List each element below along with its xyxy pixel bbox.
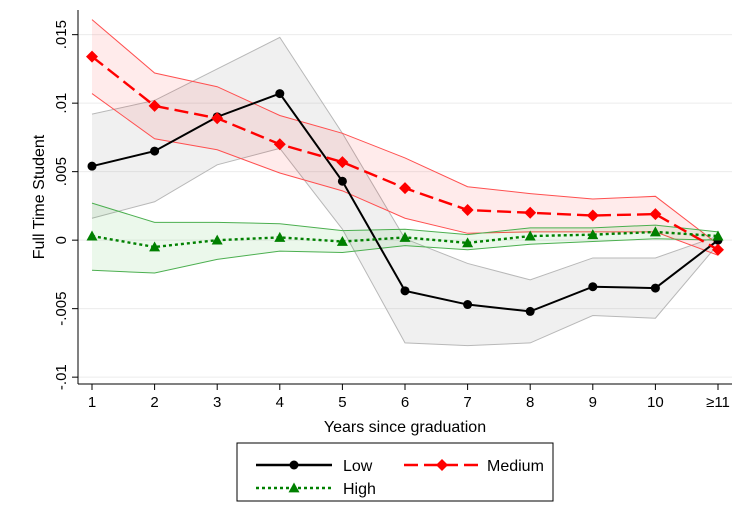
x-tick-label: 10 bbox=[647, 394, 664, 411]
data-point-low bbox=[150, 146, 160, 156]
ci-upper-high bbox=[91, 202, 719, 236]
data-point-medium bbox=[211, 112, 224, 125]
data-point-high bbox=[211, 234, 223, 245]
data-point-high bbox=[336, 236, 348, 246]
x-tick-label: 5 bbox=[338, 394, 346, 411]
data-point-medium bbox=[148, 99, 161, 112]
data-point-low bbox=[400, 286, 410, 296]
data-point-low bbox=[650, 283, 660, 293]
x-tick-label: 2 bbox=[150, 394, 158, 411]
data-point-medium bbox=[273, 138, 286, 151]
data-point-medium bbox=[649, 208, 662, 221]
legend-label-medium: Medium bbox=[487, 458, 544, 475]
data-point-medium bbox=[712, 243, 724, 256]
legend-marker-medium bbox=[436, 459, 448, 471]
data-point-medium bbox=[336, 156, 349, 169]
data-point-low bbox=[87, 161, 97, 171]
data-point-medium bbox=[86, 50, 98, 63]
data-point-high bbox=[712, 230, 724, 241]
ci-upper-medium bbox=[91, 19, 719, 245]
y-axis-title: Full Time Student bbox=[31, 134, 48, 259]
y-tick-label: -.01 bbox=[53, 364, 70, 390]
data-point-high bbox=[86, 230, 98, 241]
series-markers bbox=[86, 50, 724, 316]
legend-label-low: Low bbox=[343, 458, 373, 475]
axes bbox=[72, 10, 732, 390]
ci-lower-low bbox=[91, 147, 719, 347]
legend-label-high: High bbox=[343, 481, 376, 498]
data-point-high bbox=[649, 226, 661, 237]
data-point-low bbox=[525, 306, 535, 316]
data-point-low bbox=[337, 176, 347, 186]
data-point-low bbox=[463, 300, 473, 310]
ci-lower-high bbox=[91, 238, 719, 274]
ci-lower-medium bbox=[91, 93, 719, 256]
x-tick-labels: 1 2 3 4 5 6 7 8 9 10 ≥11 bbox=[88, 394, 730, 411]
y-tick-label: .005 bbox=[53, 157, 70, 186]
y-tick-label: -.005 bbox=[53, 292, 70, 326]
x-tick-label: 1 bbox=[88, 394, 96, 411]
data-point-low bbox=[588, 282, 598, 292]
legend-marker-high bbox=[288, 482, 300, 493]
legend-marker-low bbox=[289, 460, 299, 470]
data-point-medium bbox=[586, 209, 599, 222]
data-point-high bbox=[524, 230, 536, 241]
data-point-medium bbox=[524, 206, 537, 219]
x-tick-label: 6 bbox=[401, 394, 409, 411]
data-point-low bbox=[275, 89, 285, 99]
ci-band-low bbox=[92, 37, 718, 346]
y-tick-label: 0 bbox=[53, 236, 70, 244]
data-point-medium bbox=[461, 204, 474, 217]
x-tick-label: 9 bbox=[589, 394, 597, 411]
plot-area bbox=[78, 10, 732, 384]
data-point-medium bbox=[399, 182, 411, 195]
data-point-high bbox=[462, 237, 474, 248]
legend: Low Medium High bbox=[236, 442, 554, 502]
y-tick-labels: .015 .01 .005 0 -.005 -.01 bbox=[53, 20, 70, 390]
data-point-high bbox=[587, 229, 599, 240]
data-point-high bbox=[399, 231, 411, 242]
x-axis-title: Years since graduation bbox=[324, 419, 486, 436]
data-point-high bbox=[274, 231, 286, 242]
x-tick-label: ≥11 bbox=[706, 394, 730, 411]
y-tick-label: .01 bbox=[53, 93, 70, 114]
x-tick-label: 4 bbox=[276, 394, 284, 411]
data-point-high bbox=[149, 241, 161, 252]
x-tick-label: 7 bbox=[463, 394, 471, 411]
x-tick-label: 3 bbox=[213, 394, 221, 411]
x-tick-label: 8 bbox=[526, 394, 534, 411]
y-tick-label: .015 bbox=[53, 20, 70, 49]
